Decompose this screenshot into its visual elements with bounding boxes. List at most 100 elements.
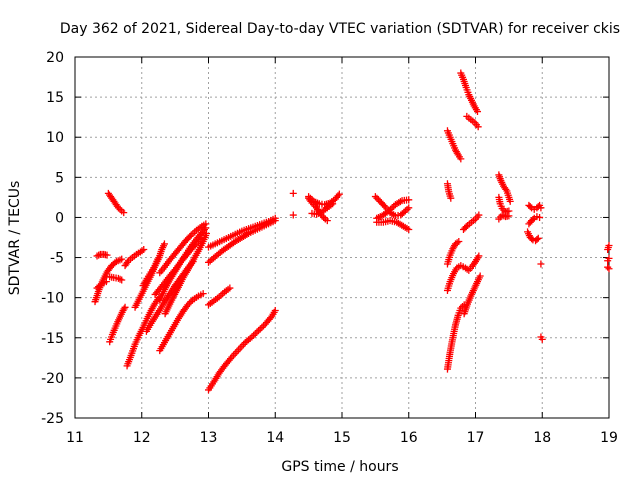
series-track-32 (463, 112, 482, 131)
data-point-marker (118, 276, 126, 284)
data-point-marker (323, 217, 331, 225)
data-point-marker (505, 212, 513, 220)
series-track-47 (604, 242, 613, 254)
x-tick-label: 13 (200, 430, 218, 446)
data-point-marker (474, 108, 482, 116)
data-point-marker (186, 232, 194, 240)
series-track-15 (156, 220, 210, 277)
data-point-marker (605, 242, 613, 250)
data-point-marker (95, 251, 103, 259)
x-tick-label: 12 (133, 430, 151, 446)
grid-layer (75, 57, 609, 418)
x-tick-label: 19 (600, 430, 618, 446)
series-track-17 (205, 307, 279, 394)
series-track-25 (308, 200, 337, 218)
data-point-marker (604, 263, 612, 271)
series-track-35 (459, 211, 483, 233)
series-track-30 (443, 127, 465, 163)
data-point-marker (191, 241, 199, 249)
data-point-marker (121, 303, 129, 311)
data-point-marker (289, 189, 297, 197)
data-point-marker (371, 193, 379, 201)
y-tick-label: -15 (41, 331, 64, 347)
series-track-29 (443, 180, 455, 202)
data-point-marker (194, 238, 202, 246)
data-point-marker (533, 236, 541, 244)
data-point-marker (385, 207, 393, 215)
x-tick-label: 15 (333, 430, 351, 446)
series-track-28 (373, 217, 413, 233)
series-track-48 (604, 254, 613, 265)
data-point-marker (258, 323, 266, 331)
series-track-40 (495, 211, 513, 223)
series-track-07 (123, 294, 163, 370)
data-point-marker (475, 211, 483, 219)
series-track-19 (205, 217, 279, 266)
data-point-marker (447, 194, 455, 202)
data-point-marker (506, 197, 514, 205)
data-point-marker (403, 205, 411, 213)
y-tick-label: -25 (41, 411, 64, 427)
data-point-marker (120, 305, 128, 313)
data-point-marker (529, 215, 537, 223)
data-point-marker (96, 281, 104, 289)
series-track-13 (161, 229, 210, 318)
tick-layer: 11 12 13 14 15 16 17 18 19 -25 -20 -15 -10 -5 0 5 10 15 20 (41, 50, 618, 446)
x-tick-label: 11 (66, 430, 84, 446)
data-point-marker (246, 334, 254, 342)
data-point-marker (306, 194, 314, 202)
series-track-26 (371, 193, 413, 220)
y-tick-label: 10 (46, 130, 64, 146)
data-point-marker (160, 240, 168, 248)
data-point-marker (455, 238, 463, 246)
data-point-marker (93, 252, 101, 260)
data-point-marker (251, 330, 259, 338)
data-point-marker (538, 335, 546, 343)
series-track-01 (104, 189, 128, 217)
data-point-marker (476, 272, 484, 280)
series-track-46 (537, 333, 546, 343)
data-point-marker (329, 200, 337, 208)
data-point-marker (335, 190, 343, 198)
data-point-marker (373, 194, 381, 202)
data-point-marker (260, 322, 268, 330)
data-point-marker (255, 327, 263, 335)
data-point-marker (526, 203, 534, 211)
series-track-04 (93, 278, 110, 292)
series-track-05 (106, 273, 126, 284)
data-point-marker (498, 205, 506, 213)
data-point-marker (102, 278, 110, 286)
x-tick-label: 14 (266, 430, 284, 446)
y-tick-label: 15 (46, 90, 64, 106)
x-tick-label: 17 (467, 430, 485, 446)
series-track-38 (495, 171, 514, 205)
data-point-marker (537, 260, 545, 268)
y-tick-label: 0 (55, 210, 64, 226)
data-point-marker (463, 265, 471, 273)
data-point-marker (453, 239, 461, 247)
data-point-marker (334, 192, 342, 200)
data-point-marker (116, 205, 124, 213)
data-point-marker (227, 355, 235, 363)
data-point-marker (498, 211, 506, 219)
series-track-42 (525, 213, 544, 228)
data-point-marker (401, 207, 409, 215)
data-point-marker (226, 284, 234, 292)
data-point-marker (190, 242, 198, 250)
data-point-marker (198, 234, 206, 242)
data-point-marker (248, 333, 256, 341)
series-track-20 (205, 214, 279, 251)
data-point-marker (289, 211, 297, 219)
data-point-marker (199, 290, 207, 298)
series-track-22 (289, 211, 297, 219)
data-point-marker (196, 236, 204, 244)
data-point-marker (271, 307, 279, 315)
series-track-34 (443, 252, 483, 294)
data-point-marker (534, 234, 542, 242)
data-point-marker (605, 265, 613, 273)
series-track-43 (524, 228, 542, 245)
chart-title: Day 362 of 2021, Sidereal Day-to-day VTE… (60, 21, 620, 37)
data-point-marker (605, 254, 613, 262)
data-point-marker (193, 239, 201, 247)
